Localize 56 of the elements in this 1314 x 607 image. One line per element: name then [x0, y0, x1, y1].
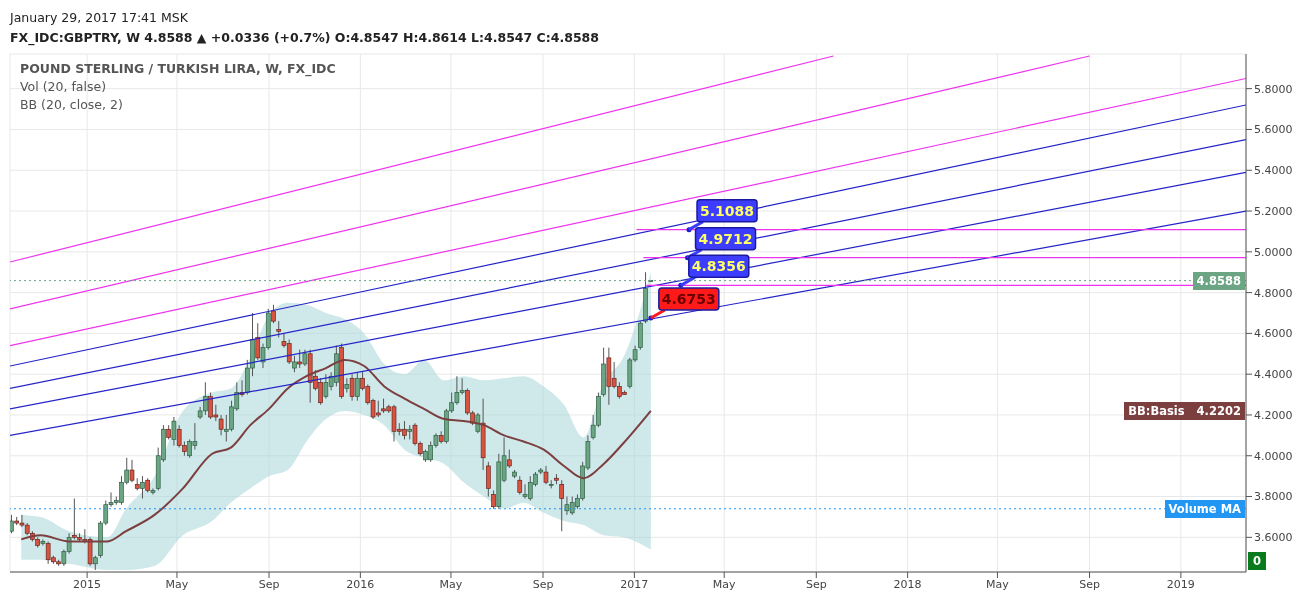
- ref-line-label: Volume MA: [1164, 499, 1245, 518]
- y-tick-label: 5.2000: [1254, 204, 1293, 218]
- candlestick: [559, 479, 565, 532]
- x-tick-label: May: [712, 577, 737, 591]
- annotation: 4.9712: [698, 230, 753, 247]
- text: POUND STERLING / TURKISH LIRA, W, FX_IDC: [20, 60, 336, 78]
- y-tick-label: 3.8000: [1254, 490, 1293, 504]
- y-tick-label: 4.8000: [1254, 286, 1293, 300]
- candlestick: [129, 459, 135, 483]
- y-tick-label: 4.4000: [1254, 368, 1293, 382]
- x-tick-label: Sep: [532, 577, 554, 591]
- candlestick: [507, 449, 512, 469]
- candlestick: [140, 475, 145, 500]
- y-tick-label: 4.2000: [1254, 408, 1293, 422]
- x-tick-label: 2015: [73, 577, 102, 591]
- x-tick-label: 2017: [620, 577, 649, 591]
- candlestick: [355, 371, 360, 402]
- text: 0: [1248, 552, 1267, 570]
- y-tick-label: 5.8000: [1254, 82, 1293, 96]
- candlestick: [543, 465, 549, 485]
- x-tick-label: May: [439, 577, 463, 591]
- text: BB:Basis: [1127, 402, 1186, 420]
- x-tick-label: 2016: [346, 577, 375, 591]
- candlestick: [150, 487, 156, 495]
- y-tick-label: 5.4000: [1254, 164, 1293, 178]
- candlestick: [218, 414, 224, 436]
- ref-line-label: 4.8588: [1192, 271, 1245, 290]
- x-tick-label: 2019: [1166, 577, 1195, 591]
- y-tick-label: 4.6000: [1254, 327, 1293, 341]
- candlestick: [297, 349, 302, 369]
- annotation: 4.8356: [691, 258, 746, 275]
- candlestick: [271, 304, 276, 324]
- candlestick: [517, 475, 523, 495]
- x-tick-label: Sep: [258, 577, 280, 591]
- y-tick-label: 4.0000: [1254, 449, 1293, 463]
- text: FX_IDC:GBPTRY, W 4.8588 ▲ +0.0336 (+0.7%) O:4.8547 H:4.8614 L:4.8547 C:4.8588: [10, 29, 601, 48]
- text: January 29, 2017 17:41 MSK: [10, 9, 189, 27]
- y-tick-label: 5.6000: [1254, 123, 1293, 137]
- x-tick-label: Sep: [805, 577, 827, 591]
- y-tick-label: 5.0000: [1254, 245, 1293, 259]
- annotation: BB (20, close, 2): [20, 96, 124, 114]
- candlestick: [10, 514, 14, 534]
- x-tick-label: 2018: [893, 577, 922, 591]
- candlestick: [486, 461, 491, 498]
- x-tick-label: Sep: [1079, 577, 1100, 591]
- x-tick-label: May: [165, 577, 189, 591]
- y-tick-label: 3.6000: [1254, 531, 1293, 545]
- candlestick: [349, 373, 355, 402]
- candlestick: [491, 489, 496, 510]
- annotation: 4.2202: [1195, 402, 1242, 420]
- candlestick: [255, 322, 261, 361]
- annotation: 5.1088: [700, 202, 755, 219]
- text: Vol (20, false): [20, 78, 108, 96]
- candlestick: [171, 416, 177, 447]
- x-tick-label: May: [986, 577, 1010, 591]
- annotation: 4.6753: [661, 291, 716, 308]
